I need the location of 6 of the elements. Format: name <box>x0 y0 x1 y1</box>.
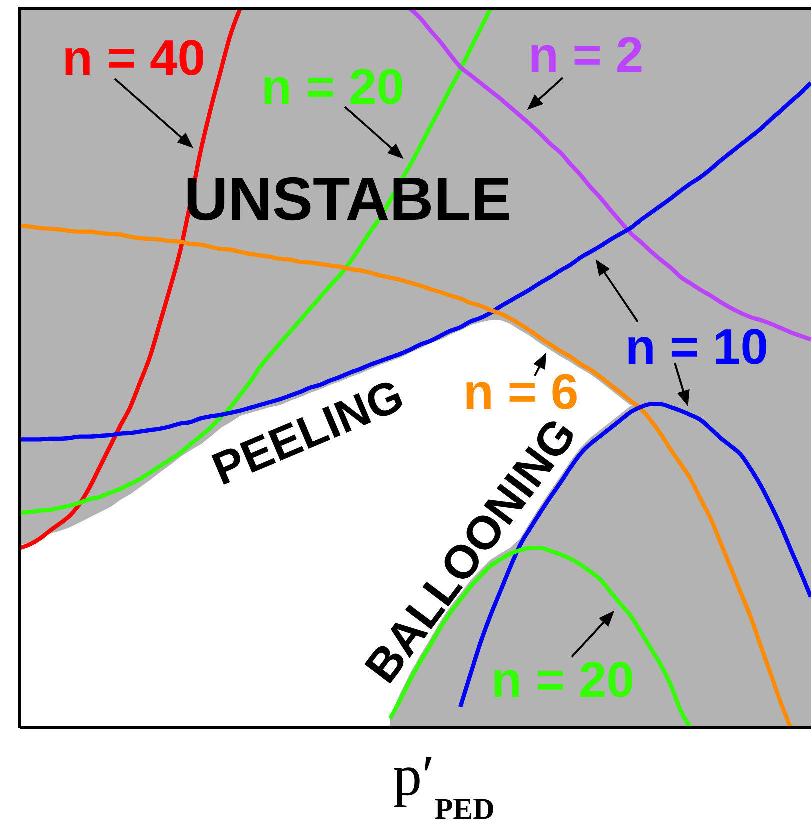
series-label: n = 10 <box>625 319 769 375</box>
x-axis-title: p′$_{PED}$ <box>393 743 495 825</box>
series-label: n = 6 <box>463 364 579 420</box>
series-label: n = 2 <box>528 27 644 83</box>
series-label: n = 40 <box>62 30 206 86</box>
series-label: n = 20 <box>261 59 405 115</box>
